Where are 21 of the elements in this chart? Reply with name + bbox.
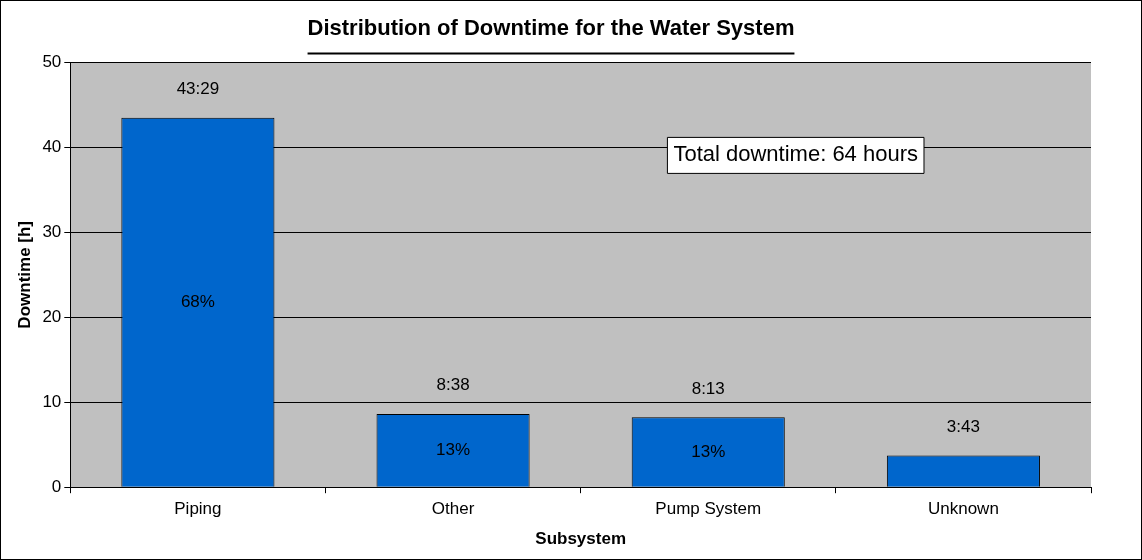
data-label: 43:29: [176, 78, 220, 98]
y-tick-label: 30: [42, 222, 62, 242]
x-tick-label: Pump System: [655, 499, 762, 519]
data-label: 8:13: [691, 378, 725, 398]
x-tick-label: Unknown: [927, 499, 999, 519]
chart-title: Distribution of Downtime for the Water System: [307, 15, 795, 41]
annotation: 68%: [180, 292, 215, 312]
y-tick-label: 0: [51, 476, 62, 496]
x-tick-label: Other: [431, 499, 475, 519]
y-tick-label: 50: [42, 52, 62, 72]
y-tick-label: 20: [42, 306, 62, 326]
annotation: Total downtime: 64 hours: [673, 141, 918, 167]
data-label: 3:43: [946, 416, 980, 436]
annotation: 13%: [691, 441, 726, 461]
x-tick-label: Piping: [174, 499, 222, 519]
y-tick-label: 10: [42, 391, 62, 411]
data-label: 8:38: [436, 375, 470, 395]
x-axis-title: Subsystem: [535, 529, 627, 549]
y-axis-title: Downtime [h]: [14, 220, 34, 329]
annotation: 13%: [436, 440, 471, 460]
y-tick-label: 40: [42, 137, 62, 157]
